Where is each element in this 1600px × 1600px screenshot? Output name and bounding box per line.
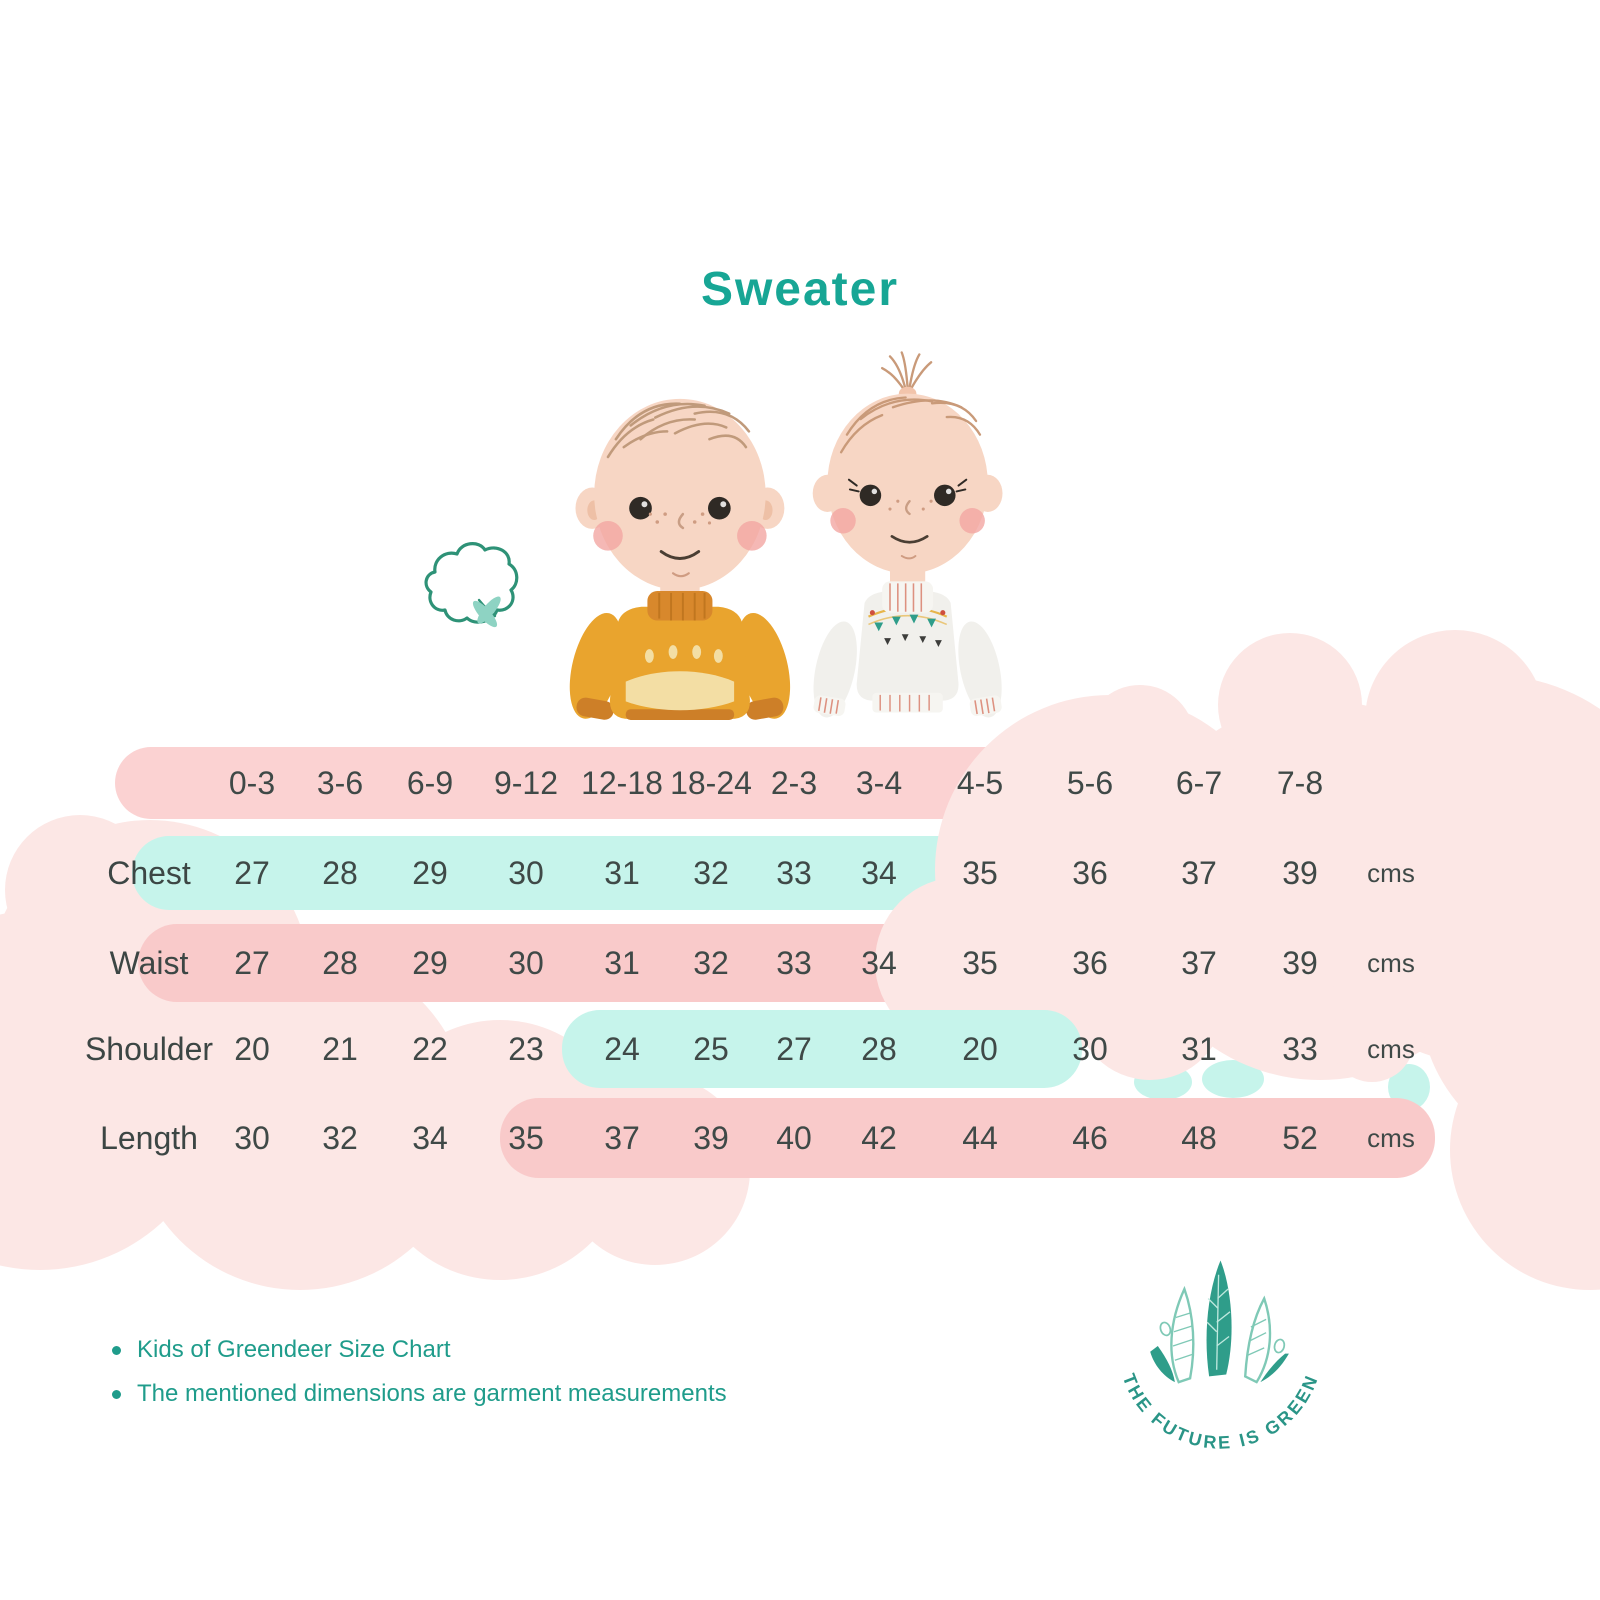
measurement-value: 37 [1181, 944, 1217, 981]
row-label: Waist [109, 944, 189, 981]
cotton-flower-icon [424, 542, 519, 628]
size-col-header: 2-3 [770, 764, 818, 801]
measurement-row-length: Length 30 32 34 35 37 39 40 42 44 46 48 … [90, 1098, 1436, 1178]
note-item: The mentioned dimensions are garment mea… [112, 1380, 727, 1408]
measurement-value: 29 [412, 944, 448, 981]
note-text: The mentioned dimensions are garment mea… [137, 1380, 727, 1407]
unit-label: cms [1367, 947, 1415, 978]
measurement-value: 37 [1181, 854, 1217, 891]
measurement-value: 40 [776, 1119, 812, 1156]
shoulder-row-pill [562, 1010, 1082, 1088]
measurement-value: 30 [508, 944, 544, 981]
brand-logo: THE FUTURE IS GREEN [1119, 1260, 1323, 1453]
cloud-decoration [1218, 633, 1362, 777]
unit-label: cms [1367, 1122, 1415, 1153]
empty-cell [1346, 747, 1436, 819]
measurement-value: 21 [322, 1030, 358, 1067]
size-col-header: 5-6 [1066, 764, 1114, 801]
measurement-value: 32 [322, 1119, 358, 1156]
size-col-header: 0-3 [228, 764, 276, 801]
svg-text:THE FUTURE IS GREEN: THE FUTURE IS GREEN [1119, 1371, 1323, 1453]
baby-boy-illustration [569, 398, 791, 721]
size-col-header: 3-6 [316, 764, 364, 801]
measurement-value: 20 [234, 1030, 270, 1067]
measurement-value: 24 [604, 1030, 640, 1067]
measurement-value: 48 [1181, 1119, 1217, 1156]
notes-list: Kids of Greendeer Size Chart The mention… [112, 1336, 727, 1424]
measurement-value: 46 [1072, 1119, 1108, 1156]
cloud-decoration [5, 815, 155, 965]
measurement-value: 37 [604, 1119, 640, 1156]
measurement-row-waist: Waist 27 28 29 30 31 32 33 34 35 36 37 3… [90, 924, 1436, 1002]
note-item: Kids of Greendeer Size Chart [112, 1336, 727, 1364]
bullet-icon [112, 1389, 121, 1399]
unit-label: cms [1367, 857, 1415, 888]
measurement-value: 30 [1072, 1030, 1108, 1067]
size-col-header: 4-5 [956, 764, 1004, 801]
measurement-value: 35 [962, 944, 998, 981]
row-label: Chest [107, 854, 191, 891]
baby-girl-illustration [812, 351, 1003, 718]
cloud-decoration [1085, 685, 1195, 795]
size-col-header: 6-9 [406, 764, 454, 801]
measurement-value: 44 [962, 1119, 998, 1156]
measurement-value: 30 [234, 1119, 270, 1156]
size-header-row: 0-3 3-6 6-9 9-12 12-18 18-24 2-3 3-4 4-5… [90, 747, 1436, 819]
size-col-header: 18-24 [670, 764, 752, 801]
measurement-value: 36 [1072, 854, 1108, 891]
empty-cell [90, 747, 208, 819]
size-col-header: 7-8 [1276, 764, 1324, 801]
row-label: Length [100, 1119, 198, 1156]
measurement-value: 39 [1282, 854, 1318, 891]
measurement-row-shoulder: Shoulder 20 21 22 23 24 25 27 28 20 30 3… [84, 1010, 1436, 1088]
measurement-value: 27 [234, 944, 270, 981]
bullet-icon [112, 1345, 121, 1355]
measurement-value: 28 [861, 1030, 897, 1067]
measurement-value: 39 [1282, 944, 1318, 981]
measurement-value: 30 [508, 854, 544, 891]
measurement-value: 35 [962, 854, 998, 891]
page-title: Sweater [700, 263, 900, 317]
logo-leaves-icon [1150, 1260, 1289, 1384]
measurement-value: 27 [234, 854, 270, 891]
measurement-value: 32 [693, 854, 729, 891]
measurement-value: 31 [1181, 1030, 1217, 1067]
measurement-value: 39 [693, 1119, 729, 1156]
note-text: Kids of Greendeer Size Chart [137, 1336, 451, 1363]
cloud-decoration [1075, 930, 1225, 1080]
cloud-decoration [1330, 998, 1414, 1082]
measurement-row-chest: Chest 27 28 29 30 31 32 33 34 35 36 37 3… [90, 836, 1436, 910]
measurement-value: 20 [962, 1030, 998, 1067]
measurement-value: 33 [776, 854, 812, 891]
measurement-value: 32 [693, 944, 729, 981]
measurement-value: 28 [322, 944, 358, 981]
measurement-value: 52 [1282, 1119, 1318, 1156]
measurement-value: 33 [776, 944, 812, 981]
size-col-header: 3-4 [855, 764, 903, 801]
measurement-value: 27 [776, 1030, 812, 1067]
measurement-value: 36 [1072, 944, 1108, 981]
row-label: Shoulder [84, 1030, 214, 1067]
cloud-decoration [1365, 630, 1545, 810]
size-col-header: 9-12 [493, 764, 559, 801]
measurement-value: 33 [1282, 1030, 1318, 1067]
measurement-value: 22 [412, 1030, 448, 1067]
measurement-value: 31 [604, 854, 640, 891]
measurement-value: 31 [604, 944, 640, 981]
measurement-value: 29 [412, 854, 448, 891]
size-col-header: 6-7 [1175, 764, 1223, 801]
logo-circular-text: THE FUTURE IS GREEN [1119, 1371, 1320, 1453]
measurement-value: 34 [861, 944, 897, 981]
measurement-value: 34 [861, 854, 897, 891]
measurement-value: 25 [693, 1030, 729, 1067]
measurement-value: 28 [322, 854, 358, 891]
measurement-value: 42 [861, 1119, 897, 1156]
measurement-value: 23 [508, 1030, 544, 1067]
length-row-pill [500, 1098, 1435, 1178]
unit-label: cms [1367, 1033, 1415, 1064]
measurement-value: 34 [412, 1119, 448, 1156]
measurement-value: 35 [508, 1119, 544, 1156]
size-col-header: 12-18 [581, 764, 663, 801]
